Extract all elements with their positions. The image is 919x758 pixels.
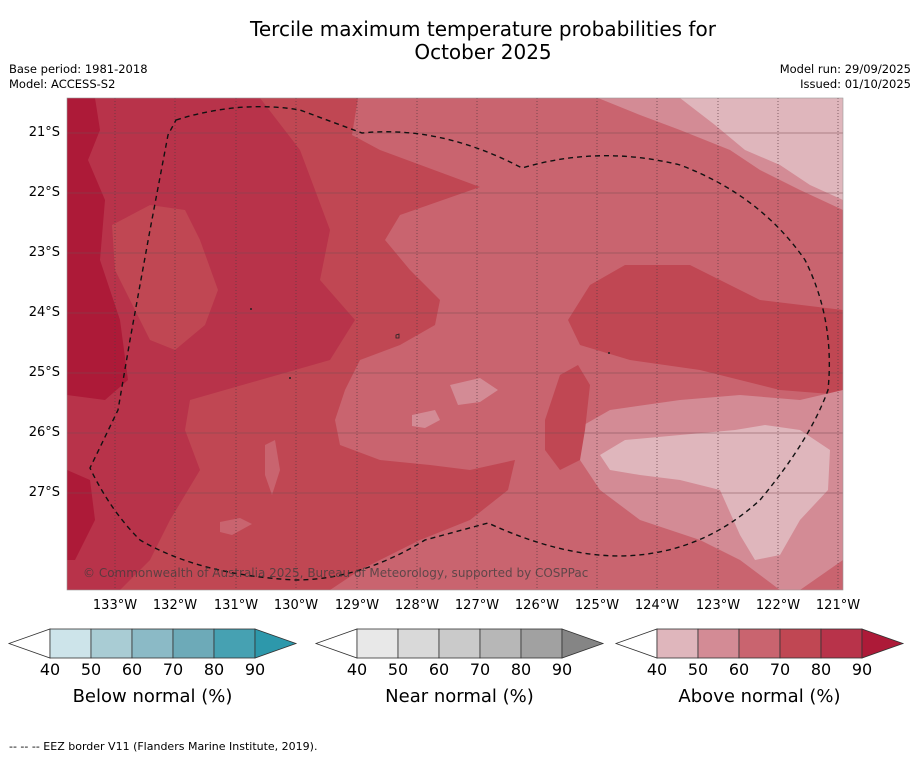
title-line-2: October 2025 [414, 40, 552, 64]
colorbar-high-extend [254, 628, 298, 659]
latitude-label: 25°S [28, 365, 60, 380]
colorbar-segment [697, 628, 740, 659]
eez-footnote: -- -- -- EEZ border V11 (Flanders Marine… [9, 740, 318, 753]
model-name: Model: ACCESS-S2 [9, 77, 116, 91]
colorbar-title: Near normal (%) [385, 686, 534, 707]
colorbar-segment [738, 628, 781, 659]
latitude-label: 22°S [28, 185, 60, 200]
colorbar-segment [356, 628, 399, 659]
map-title: Tercile maximum temperature probabilitie… [0, 18, 919, 64]
longitude-label: 133°W [92, 598, 138, 613]
colorbar-tick-label: 90 [851, 660, 873, 679]
field-70-80-pocket [112, 205, 218, 350]
latitude-label: 21°S [28, 125, 60, 140]
colorbars [7, 628, 905, 659]
field-50-60-patch-1 [450, 378, 498, 405]
colorbar-tick-label: 80 [810, 660, 832, 679]
island-mark-1 [395, 333, 400, 339]
longitude-label: 130°W [273, 598, 319, 613]
issued-date: Issued: 01/10/2025 [800, 77, 911, 91]
eez-border [89, 105, 831, 581]
colorbar-tick-label: 40 [39, 660, 61, 679]
map-fields [67, 98, 843, 590]
field-70-80-south [545, 365, 590, 470]
colorbar-tick-label: 60 [121, 660, 143, 679]
latitude-label: 27°S [28, 485, 60, 500]
field-60-70-patch-2 [220, 518, 252, 535]
field-70-80-east [568, 265, 843, 395]
field-90-southwest [67, 470, 95, 560]
colorbar [614, 628, 905, 659]
colorbar-title: Above normal (%) [678, 686, 841, 707]
field-60-70-southeast-corner [800, 560, 843, 590]
map-frame [66, 97, 844, 591]
colorbar-high-extend [861, 628, 905, 659]
field-90-west [67, 98, 128, 400]
island-mark-2 [250, 308, 252, 310]
longitude-label: 126°W [514, 598, 560, 613]
latitude-gridlines [67, 132, 843, 494]
longitude-label: 129°W [334, 598, 380, 613]
colorbar-tick-label: 80 [510, 660, 532, 679]
longitude-label: 128°W [394, 598, 440, 613]
colorbar-low-extend [314, 628, 358, 659]
colorbar-tick-label: 90 [551, 660, 573, 679]
colorbar [314, 628, 605, 659]
colorbar-segment [520, 628, 563, 659]
colorbar-segment [172, 628, 215, 659]
longitude-label: 123°W [695, 598, 741, 613]
colorbar-title: Below normal (%) [72, 686, 233, 707]
colorbar-high-extend [561, 628, 605, 659]
island-mark-3 [289, 377, 291, 379]
colorbar-tick-label: 60 [428, 660, 450, 679]
longitude-label: 125°W [574, 598, 620, 613]
colorbar-tick-label: 80 [203, 660, 225, 679]
colorbar-segment [397, 628, 440, 659]
colorbar-segment [90, 628, 133, 659]
colorbar-segment [479, 628, 522, 659]
field-50-60-patch-2 [412, 410, 440, 428]
title-line-1: Tercile maximum temperature probabilitie… [250, 17, 716, 41]
copyright-notice: © Commonwealth of Australia 2025, Bureau… [83, 566, 589, 580]
base-period: Base period: 1981-2018 [9, 62, 148, 76]
colorbar-tick-label: 70 [162, 660, 184, 679]
field-40-50-southeast [600, 425, 830, 560]
meta-right: Model run: 29/09/2025 Issued: 01/10/2025 [780, 62, 911, 92]
latitude-label: 26°S [28, 425, 60, 440]
longitude-gridlines [114, 98, 839, 590]
colorbar-tick-label: 70 [769, 660, 791, 679]
colorbar-tick-label: 40 [646, 660, 668, 679]
colorbar-segment [779, 628, 822, 659]
colorbar-low-extend [614, 628, 658, 659]
colorbar-tick-label: 50 [687, 660, 709, 679]
colorbar-segment [820, 628, 863, 659]
colorbar-tick-label: 50 [80, 660, 102, 679]
longitude-label: 124°W [634, 598, 680, 613]
colorbar-segment [438, 628, 481, 659]
field-60-70-patch-1 [265, 440, 280, 495]
colorbar-tick-label: 70 [469, 660, 491, 679]
model-run: Model run: 29/09/2025 [779, 62, 911, 76]
longitude-label: 132°W [152, 598, 198, 613]
meta-left: Base period: 1981-2018 Model: ACCESS-S2 [9, 62, 148, 92]
colorbar-segment [213, 628, 256, 659]
colorbar-low-extend [7, 628, 51, 659]
colorbar-tick-label: 90 [244, 660, 266, 679]
longitude-label: 121°W [815, 598, 861, 613]
colorbar-segment [656, 628, 699, 659]
colorbar-tick-label: 60 [728, 660, 750, 679]
longitude-label: 131°W [213, 598, 259, 613]
colorbar-tick-label: 50 [387, 660, 409, 679]
latitude-label: 24°S [28, 305, 60, 320]
colorbar-segment [131, 628, 174, 659]
colorbar-tick-label: 40 [346, 660, 368, 679]
island-mark-4 [608, 352, 610, 354]
colorbar [7, 628, 298, 659]
longitude-label: 122°W [755, 598, 801, 613]
longitude-label: 127°W [454, 598, 500, 613]
colorbar-segment [49, 628, 92, 659]
field-40-50-northeast [680, 98, 843, 200]
latitude-label: 23°S [28, 245, 60, 260]
